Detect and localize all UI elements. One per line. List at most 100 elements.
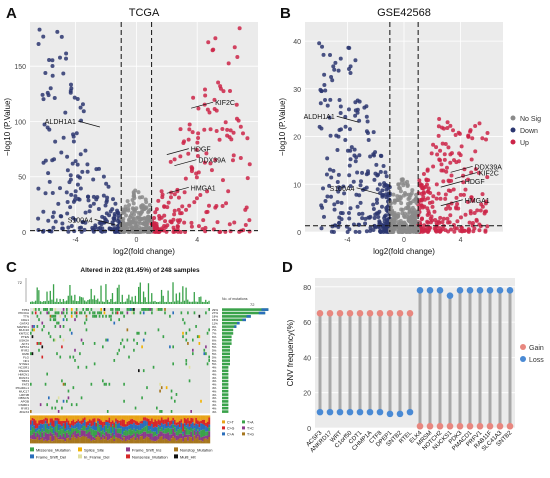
titv-band: [170, 434, 173, 439]
gene-mutation-bar: [222, 400, 229, 403]
data-point-down: [363, 216, 368, 221]
data-point-no-sig: [410, 219, 415, 224]
gene-label: PIK3CA: [18, 311, 29, 315]
titv-band: [152, 421, 155, 428]
titv-band: [123, 415, 126, 421]
data-point-up: [213, 36, 218, 41]
data-point-no-sig: [391, 216, 396, 221]
data-point-up: [444, 165, 449, 170]
sample-burden-bar: [172, 282, 174, 304]
mutation-cell: [82, 308, 84, 311]
titv-band: [185, 415, 188, 420]
titv-band: [167, 417, 170, 423]
titv-band: [136, 437, 139, 444]
mutation-cell: [172, 362, 174, 366]
data-point-no-sig: [400, 229, 405, 234]
sample-burden-bar: [180, 301, 182, 304]
titv-band: [144, 426, 147, 432]
gene-percent-label: 11%: [212, 321, 218, 325]
gene-label: LRP1B: [19, 393, 29, 397]
mutation-cell: [30, 352, 32, 356]
titv-band: [188, 436, 191, 444]
data-point-up: [451, 187, 456, 192]
data-point-down: [110, 220, 115, 225]
mutation-cell: [205, 345, 207, 349]
data-point-down: [85, 169, 90, 174]
plot-title: TCGA: [129, 7, 160, 19]
y-tick-label: 20: [293, 135, 301, 142]
data-point-up: [424, 177, 429, 182]
titv-band: [174, 424, 176, 428]
mutation-cell: [84, 321, 86, 325]
titv-band: [116, 415, 119, 420]
panel-letter-a: A: [6, 5, 17, 22]
data-point-down: [66, 229, 71, 234]
data-point-up: [470, 223, 475, 228]
titv-band: [172, 428, 175, 437]
sample-burden-bar: [56, 298, 58, 304]
mutation-cell: [49, 308, 52, 311]
mutation-cell: [157, 308, 160, 311]
sample-burden-bar: [187, 299, 189, 304]
titv-band: [113, 422, 116, 428]
titv-band: [170, 438, 173, 444]
mutation-cell: [59, 335, 62, 339]
data-point-up: [426, 186, 431, 191]
titv-band: [110, 433, 113, 436]
data-point-up: [448, 152, 453, 157]
data-point-up: [224, 201, 229, 206]
gene-label: RYR3: [21, 406, 29, 410]
data-point-down: [65, 154, 70, 159]
mutation-cell: [62, 338, 65, 342]
titv-band: [167, 427, 170, 433]
data-point-up: [213, 157, 218, 162]
titv-band: [201, 429, 204, 437]
data-point-no-sig: [127, 202, 132, 207]
titv-band: [203, 429, 206, 437]
titv-band: [52, 433, 55, 436]
titv-band: [52, 427, 55, 434]
titv-band: [90, 428, 93, 435]
gene-label: TBX3: [21, 379, 29, 383]
titv-band: [192, 415, 194, 419]
data-point-down: [348, 148, 353, 153]
gene-label: MUC17: [19, 389, 30, 393]
data-point-down: [77, 197, 82, 202]
sample-burden-bar: [72, 300, 74, 304]
data-point-down: [101, 174, 106, 179]
data-point-down: [320, 205, 325, 210]
titv-band: [57, 415, 60, 419]
mutation-cell: [33, 325, 35, 328]
gene-label: HMCN1: [18, 372, 29, 376]
titv-band: [36, 430, 39, 434]
titv-band: [105, 425, 108, 432]
titv-band: [149, 415, 152, 421]
sample-burden-bar: [139, 282, 141, 304]
data-point-up: [473, 123, 478, 128]
titv-band: [126, 421, 129, 427]
titv-band: [72, 415, 75, 420]
titv-band: [205, 435, 207, 439]
data-point-down: [336, 68, 341, 73]
data-point-down: [65, 168, 70, 173]
titv-band: [90, 420, 93, 427]
data-point-no-sig: [122, 225, 127, 230]
titv-band: [41, 415, 44, 420]
data-point-down: [82, 227, 87, 232]
y-tick-label: 0: [307, 426, 311, 433]
loss-point: [446, 292, 454, 299]
mutation-cell: [30, 410, 32, 413]
data-point-down: [384, 195, 389, 200]
titv-band: [33, 415, 36, 419]
data-point-up: [234, 102, 239, 107]
gene-mutation-bar: [222, 379, 229, 383]
titv-band: [128, 425, 131, 430]
sample-burden-bar: [69, 284, 71, 304]
titv-band: [200, 415, 203, 421]
gene-label: MUC16: [19, 328, 30, 332]
titv-band: [33, 432, 36, 440]
titv-band: [82, 422, 85, 426]
data-point-down: [365, 169, 370, 174]
data-point-up: [485, 175, 490, 180]
titv-band: [164, 415, 167, 420]
